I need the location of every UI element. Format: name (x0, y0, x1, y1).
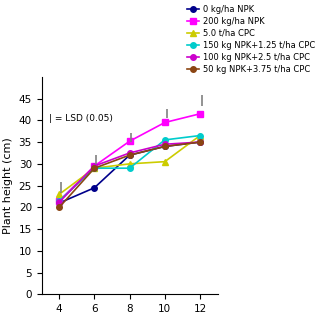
50 kg NPK+3.75 t/ha CPC (57, 205, 61, 209)
5.0 t/ha CPC (198, 134, 202, 138)
200 kg/ha NPK (92, 164, 96, 168)
150 kg NPK+1.25 t/ha CPC (198, 134, 202, 138)
150 kg NPK+1.25 t/ha CPC (163, 138, 167, 142)
100 kg NPK+2.5 t/ha CPC (57, 200, 61, 204)
0 kg/ha NPK (163, 145, 167, 148)
100 kg NPK+2.5 t/ha CPC (92, 164, 96, 168)
100 kg NPK+2.5 t/ha CPC (128, 151, 132, 155)
50 kg NPK+3.75 t/ha CPC (198, 140, 202, 144)
0 kg/ha NPK (92, 186, 96, 190)
Line: 5.0 t/ha CPC: 5.0 t/ha CPC (56, 133, 203, 197)
Legend: 0 kg/ha NPK, 200 kg/ha NPK, 5.0 t/ha CPC, 150 kg NPK+1.25 t/ha CPC, 100 kg NPK+2: 0 kg/ha NPK, 200 kg/ha NPK, 5.0 t/ha CPC… (184, 2, 318, 77)
150 kg NPK+1.25 t/ha CPC (57, 199, 61, 203)
Line: 50 kg NPK+3.75 t/ha CPC: 50 kg NPK+3.75 t/ha CPC (56, 139, 203, 210)
150 kg NPK+1.25 t/ha CPC (92, 166, 96, 170)
0 kg/ha NPK (198, 140, 202, 144)
5.0 t/ha CPC (163, 160, 167, 164)
50 kg NPK+3.75 t/ha CPC (128, 153, 132, 157)
150 kg NPK+1.25 t/ha CPC (128, 166, 132, 170)
200 kg/ha NPK (163, 121, 167, 124)
5.0 t/ha CPC (57, 192, 61, 196)
50 kg NPK+3.75 t/ha CPC (92, 166, 96, 170)
Text: | = LSD (0.05): | = LSD (0.05) (49, 114, 113, 123)
200 kg/ha NPK (198, 112, 202, 116)
100 kg NPK+2.5 t/ha CPC (198, 140, 202, 144)
Y-axis label: Plant height (cm): Plant height (cm) (3, 137, 13, 234)
200 kg/ha NPK (128, 139, 132, 143)
Line: 150 kg NPK+1.25 t/ha CPC: 150 kg NPK+1.25 t/ha CPC (56, 133, 203, 204)
0 kg/ha NPK (57, 201, 61, 205)
0 kg/ha NPK (128, 153, 132, 157)
Line: 200 kg/ha NPK: 200 kg/ha NPK (56, 111, 203, 204)
5.0 t/ha CPC (92, 166, 96, 170)
5.0 t/ha CPC (128, 162, 132, 166)
Line: 0 kg/ha NPK: 0 kg/ha NPK (56, 139, 203, 206)
200 kg/ha NPK (57, 199, 61, 203)
50 kg NPK+3.75 t/ha CPC (163, 145, 167, 148)
100 kg NPK+2.5 t/ha CPC (163, 142, 167, 146)
Line: 100 kg NPK+2.5 t/ha CPC: 100 kg NPK+2.5 t/ha CPC (56, 139, 203, 205)
